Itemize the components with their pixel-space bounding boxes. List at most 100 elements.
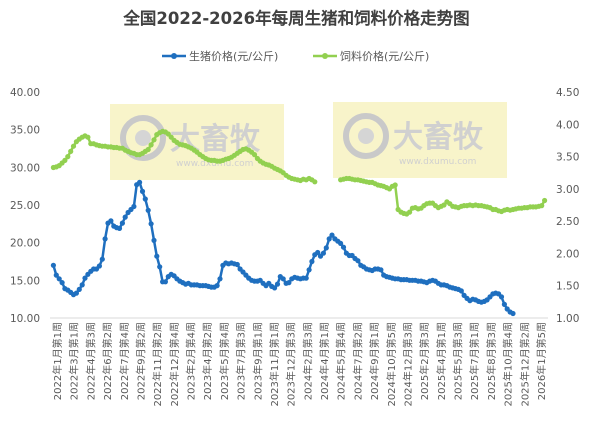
x-tick-label: 2023年7月第3周	[235, 322, 248, 400]
x-tick-label: 2023年4月第2周	[201, 322, 214, 400]
series-feed-point	[542, 197, 548, 204]
x-tick-label: 2022年11月第2周	[151, 322, 164, 407]
y-right-tick-label: 2.50	[556, 216, 579, 228]
y-left-tick-label: 15.00	[10, 275, 40, 287]
y-left-tick-label: 25.00	[10, 200, 40, 212]
legend-swatch-feed-marker	[322, 53, 328, 59]
series-hog-point	[323, 245, 329, 251]
y-right-tick-label: 1.00	[556, 313, 579, 325]
y-right-tick-label: 4.00	[556, 119, 579, 131]
series-hog-point	[76, 286, 82, 292]
series-hog-point	[56, 276, 62, 282]
x-tick-label: 2024年9月第1周	[368, 322, 381, 400]
series-hog-point	[501, 301, 507, 307]
x-tick-label: 2025年7月第1周	[468, 322, 481, 400]
watermark-brand: 大畜牧	[393, 120, 484, 155]
chart-title: 全国2022-2026年每周生猪和饲料价格走势图	[122, 8, 469, 28]
series-hog-point	[151, 237, 157, 243]
watermark-logo: 大畜牧 www.dxumu.com	[333, 102, 507, 178]
x-tick-label: 2022年3月第1周	[68, 322, 81, 400]
series-hog-point	[50, 262, 57, 268]
y-left-tick-label: 40.00	[10, 87, 40, 99]
x-tick-label: 2026年1月第5周	[535, 322, 548, 400]
series-hog-point	[355, 258, 361, 264]
watermark-url: www.dxumu.com	[399, 157, 476, 167]
x-tick-label: 2022年9月第2周	[134, 322, 147, 400]
y-left-tick-label: 30.00	[10, 162, 40, 174]
y-right-tick-label: 3.00	[556, 184, 579, 196]
series-hog-point	[154, 253, 160, 259]
series-feed	[50, 128, 548, 217]
series-feed-point	[392, 182, 398, 188]
y-right-tick-label: 1.50	[556, 281, 579, 293]
series-hog-point	[108, 218, 114, 224]
legend-swatch-hog-marker	[171, 53, 177, 59]
series-hog-point	[458, 288, 464, 294]
legend: 生猪价格(元/公斤) 饲料价格(元/公斤)	[162, 49, 429, 63]
series-hog-point	[320, 250, 326, 256]
series-feed-point	[312, 179, 318, 185]
x-tick-label: 2025年2月第3周	[418, 322, 431, 400]
series-hog-point	[378, 267, 384, 273]
series-hog-point	[286, 280, 292, 286]
series-hog-point	[79, 282, 85, 288]
x-tick-label: 2024年2月第3周	[301, 322, 314, 400]
series-hog-point	[272, 285, 278, 291]
series-hog-point	[329, 232, 335, 238]
series-hog-point	[326, 236, 332, 242]
y-right-tick-label: 3.50	[556, 152, 579, 164]
x-tick-label: 2022年12月第4周	[168, 322, 181, 407]
series-hog-point	[131, 203, 137, 210]
series-feed-point	[151, 137, 157, 143]
series-feed-point	[145, 146, 151, 153]
x-tick-label: 2025年8月第3周	[485, 322, 498, 400]
series-hog-point	[59, 280, 65, 286]
x-tick-label: 2024年7月第2周	[351, 322, 364, 400]
series-hog-point	[303, 275, 309, 281]
x-tick-label: 2025年4月第1周	[435, 322, 448, 400]
x-tick-label: 2025年5月第3周	[452, 322, 465, 400]
series-hog-point	[137, 179, 143, 185]
x-tick-label: 2023年12月第3周	[285, 322, 298, 407]
x-tick-label: 2024年12月第3周	[401, 322, 414, 407]
series-hog-point	[139, 188, 146, 194]
x-tick-label: 2025年12月第2周	[518, 322, 531, 407]
axis-x: 2022年1月第1周 2022年3月第1周 2022年4月第3周 2022年6月第2周…	[51, 322, 548, 407]
x-tick-label: 2022年6月第2周	[101, 322, 114, 400]
axis-right: 1.00 1.50 2.00 2.50 3.00 3.50 4.00 4.50	[556, 87, 579, 325]
y-right-tick-label: 2.00	[556, 248, 579, 260]
series-feed-point	[62, 157, 68, 163]
series-hog-point	[309, 258, 315, 265]
legend-label-hog: 生猪价格(元/公斤)	[189, 49, 278, 63]
series-hog-point	[214, 283, 220, 289]
series-feed-point	[539, 203, 545, 209]
series-feed-point	[85, 134, 91, 140]
series-hog-point	[145, 207, 151, 213]
series-hog-point	[73, 290, 79, 296]
series-feed-point	[251, 152, 258, 158]
series-hog-point	[157, 264, 163, 270]
series-hog-point	[217, 276, 223, 282]
series-hog-point	[315, 249, 321, 256]
series-hog-point	[82, 275, 88, 281]
series-feed-point	[70, 143, 77, 149]
x-tick-label: 2023年9月第1周	[251, 322, 264, 400]
series-hog	[50, 179, 516, 317]
series-hog-point	[119, 220, 125, 226]
x-tick-label: 2024年4月第1周	[318, 322, 331, 400]
y-left-tick-label: 20.00	[10, 238, 40, 250]
series-hog-point	[53, 272, 59, 278]
series-hog-point	[142, 196, 148, 202]
x-tick-label: 2025年10月第4周	[502, 322, 515, 407]
series-feed-point	[407, 209, 413, 215]
series-hog-point	[122, 214, 128, 220]
x-tick-label: 2022年1月第1周	[51, 322, 64, 400]
series-hog-point	[498, 294, 505, 300]
series-feed-point	[68, 148, 74, 154]
series-hog-point	[99, 256, 105, 262]
x-tick-label: 2022年4月第3周	[84, 322, 97, 400]
series-hog-point	[96, 263, 102, 269]
series-feed-point	[148, 142, 154, 148]
